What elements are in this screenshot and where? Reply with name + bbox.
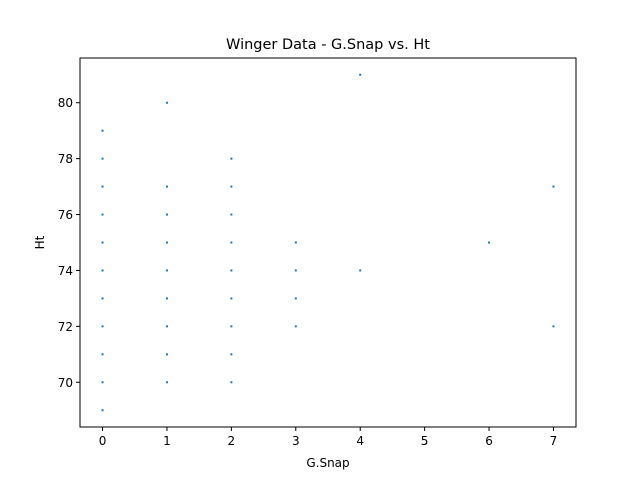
data-point	[230, 269, 233, 272]
data-point	[101, 325, 104, 328]
data-point	[230, 381, 233, 384]
chart-title: Winger Data - G.Snap vs. Ht	[226, 37, 430, 53]
data-point	[101, 353, 104, 356]
data-point	[165, 185, 168, 188]
data-point	[230, 325, 233, 328]
data-point	[230, 241, 233, 244]
data-point	[294, 269, 297, 272]
data-point	[359, 73, 362, 76]
x-tick-label: 7	[550, 434, 558, 448]
data-point	[101, 157, 104, 160]
y-tick-label: 70	[58, 376, 73, 390]
data-point	[101, 241, 104, 244]
x-tick-label: 0	[99, 434, 107, 448]
data-point	[165, 325, 168, 328]
data-point	[294, 241, 297, 244]
data-point	[230, 213, 233, 216]
data-point	[101, 269, 104, 272]
data-point	[101, 129, 104, 132]
data-points	[101, 73, 555, 412]
data-point	[165, 269, 168, 272]
data-point	[101, 213, 104, 216]
data-point	[552, 185, 555, 188]
data-point	[101, 297, 104, 300]
data-point	[101, 185, 104, 188]
data-point	[359, 269, 362, 272]
data-point	[165, 353, 168, 356]
data-point	[101, 409, 104, 412]
data-point	[165, 381, 168, 384]
data-point	[230, 297, 233, 300]
x-tick-label: 4	[356, 434, 364, 448]
data-point	[165, 241, 168, 244]
y-tick-label: 74	[58, 264, 73, 278]
x-axis-label: G.Snap	[306, 456, 349, 470]
data-point	[165, 101, 168, 104]
x-tick-label: 1	[163, 434, 171, 448]
data-point	[552, 325, 555, 328]
axes-frame	[79, 57, 577, 428]
data-point	[294, 297, 297, 300]
data-point	[230, 185, 233, 188]
y-axis-ticks: 70 72 74 76 78 80	[58, 96, 80, 390]
data-point	[230, 157, 233, 160]
x-tick-label: 2	[228, 434, 236, 448]
y-tick-label: 80	[58, 96, 73, 110]
x-tick-label: 6	[485, 434, 493, 448]
data-point	[294, 325, 297, 328]
x-tick-label: 5	[421, 434, 429, 448]
data-point	[165, 213, 168, 216]
x-tick-label: 3	[292, 434, 300, 448]
y-axis-label: Ht	[33, 235, 47, 249]
data-point	[230, 353, 233, 356]
data-point	[488, 241, 491, 244]
y-tick-label: 76	[58, 208, 73, 222]
x-axis-ticks: 0 1 2 3 4 5 6 7	[99, 427, 558, 448]
y-tick-label: 78	[58, 152, 73, 166]
y-tick-label: 72	[58, 320, 73, 334]
data-point	[101, 381, 104, 384]
data-point	[165, 297, 168, 300]
